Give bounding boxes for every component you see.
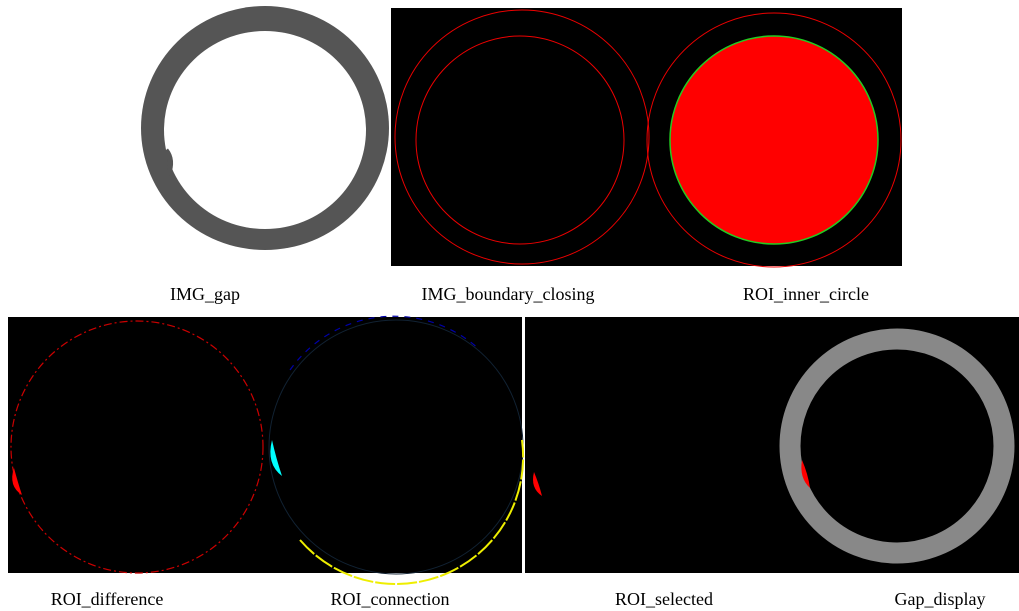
caption: ROI_difference [51, 589, 164, 609]
caption: ROI_selected [615, 589, 713, 609]
caption: Gap_display [895, 589, 986, 609]
caption: IMG_gap [170, 284, 240, 304]
bottom-panels [8, 316, 1019, 584]
figure: IMG_gap IMG_boundary_closing ROI_inner_c… [0, 0, 1019, 611]
boundary-closing-panel [391, 8, 902, 267]
caption: ROI_connection [331, 589, 450, 609]
caption: IMG_boundary_closing [422, 284, 595, 304]
img-gap-panel [141, 6, 389, 250]
caption: ROI_inner_circle [743, 284, 869, 304]
